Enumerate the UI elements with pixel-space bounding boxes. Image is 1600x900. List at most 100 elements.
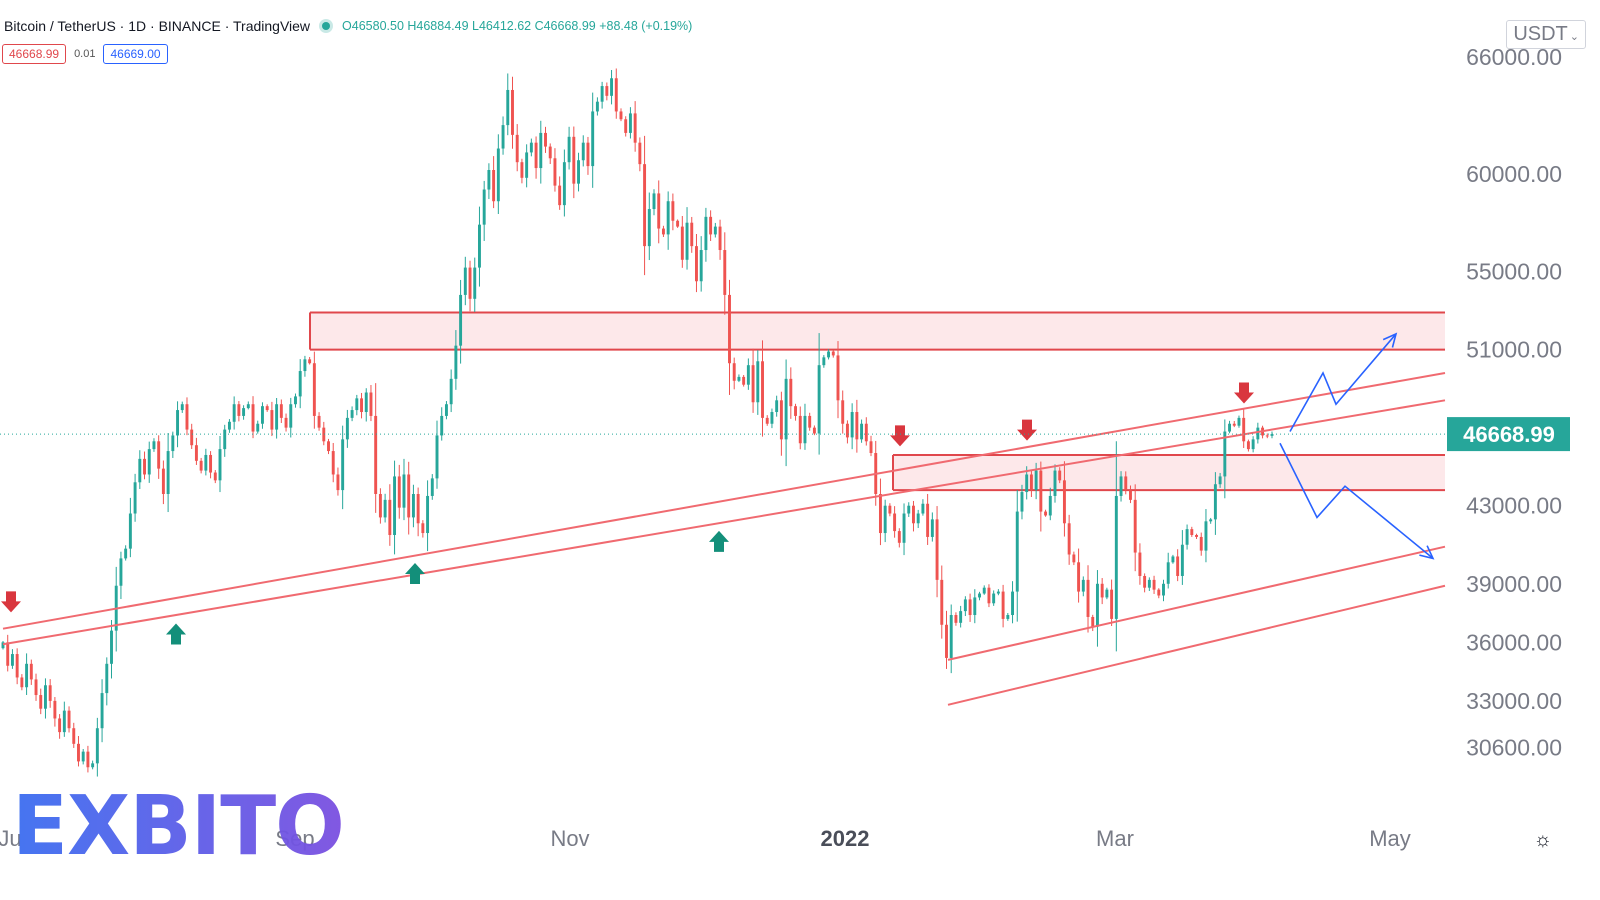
candle [1001,584,1005,628]
candle-body [614,78,618,112]
candle-body [171,435,175,452]
candle [463,256,467,306]
candle-body [327,441,330,452]
symbol-legend: Bitcoin / TetherUS · 1D · BINANCE · Trad… [4,18,692,34]
candle [916,509,920,529]
candle [279,399,283,424]
candle-body [298,371,302,397]
ohlc-values: O46580.50 H46884.49 L46412.62 C46668.99 … [342,19,693,33]
x-tick-label: Ju [0,826,22,851]
candle [1166,552,1170,589]
price-axis[interactable]: 66000.0060000.0055000.0051000.0043000.00… [1466,44,1562,761]
candle-body [133,482,137,514]
exbito-logo: EXBITO [12,782,345,872]
sell-price-button[interactable]: 46668.99 [2,44,67,64]
candle [270,401,274,437]
candle [478,206,481,287]
candle [940,565,944,639]
symbol-title[interactable]: Bitcoin / TetherUS · 1D · BINANCE · Trad… [4,18,311,34]
candle [794,403,797,421]
candle-body [360,398,363,413]
trendline-0 [2,372,1446,630]
candle [789,367,793,419]
candle-body [930,519,934,537]
candle [53,697,57,727]
candle [242,405,246,420]
candle [105,657,109,706]
candle [1077,548,1081,603]
candle [713,222,717,238]
candle-body [1213,484,1217,520]
candle [968,593,972,622]
candle-body [1265,435,1269,437]
candle-body [954,615,958,623]
candle [157,435,161,479]
candle [907,502,911,517]
x-tick-label: Nov [550,826,589,851]
candle-body [661,228,665,235]
time-axis[interactable]: Ju Sep Nov 2022 Mar May [0,826,1411,851]
candle-body [987,587,991,604]
candle-body [595,101,599,112]
candle-body [869,441,873,454]
buy-price-button[interactable]: 46669.00 [103,44,168,64]
candle-body [218,449,222,481]
candle-body [709,216,713,235]
candle [695,233,698,293]
candle [1100,578,1104,605]
candle-body [751,365,755,403]
candle-body [1034,470,1038,491]
candle [699,236,703,292]
candle [204,448,208,476]
candle [558,176,562,210]
settings-gear-icon[interactable]: ☼ [1533,829,1552,851]
candle [407,461,411,535]
candle [275,398,279,439]
candle [15,648,19,685]
candle-body [110,630,113,664]
candle [1020,484,1024,520]
candle [784,359,788,467]
sell-signal-arrow-icon [1234,382,1254,404]
candle [723,232,727,315]
candle [742,374,746,387]
candle-body [572,136,576,184]
candle-body [407,474,411,518]
candle [827,349,831,360]
candle-body [10,654,14,666]
candle-body [303,359,307,372]
candle [374,383,378,513]
candle-body [685,222,689,260]
candle [746,358,750,390]
candle [444,401,448,420]
candle [709,210,713,242]
candle-body [194,445,198,461]
candle [1124,471,1128,495]
candle-body [737,376,741,381]
candle [647,192,651,261]
candle [350,406,354,422]
candle [176,401,180,448]
candle-body [1110,589,1114,619]
candle [529,138,533,157]
candle [237,401,241,422]
candle [260,402,264,429]
candle-body [1020,492,1024,512]
candle [256,420,260,434]
candle [1204,509,1208,563]
candle-body [190,429,194,446]
y-tick-label: 33000.00 [1466,688,1562,714]
last-price-label-bg [1447,417,1570,452]
candle-body [940,579,944,625]
candle [58,714,62,739]
candle-body [459,294,463,346]
candle-body [152,441,156,450]
candle-body [43,685,47,709]
candle [718,219,722,260]
candle-body [501,125,505,149]
currency-selector[interactable]: USDT ⌄ [1506,20,1586,49]
candle-body [529,142,533,153]
candle [100,679,104,743]
candle-body [586,142,590,167]
